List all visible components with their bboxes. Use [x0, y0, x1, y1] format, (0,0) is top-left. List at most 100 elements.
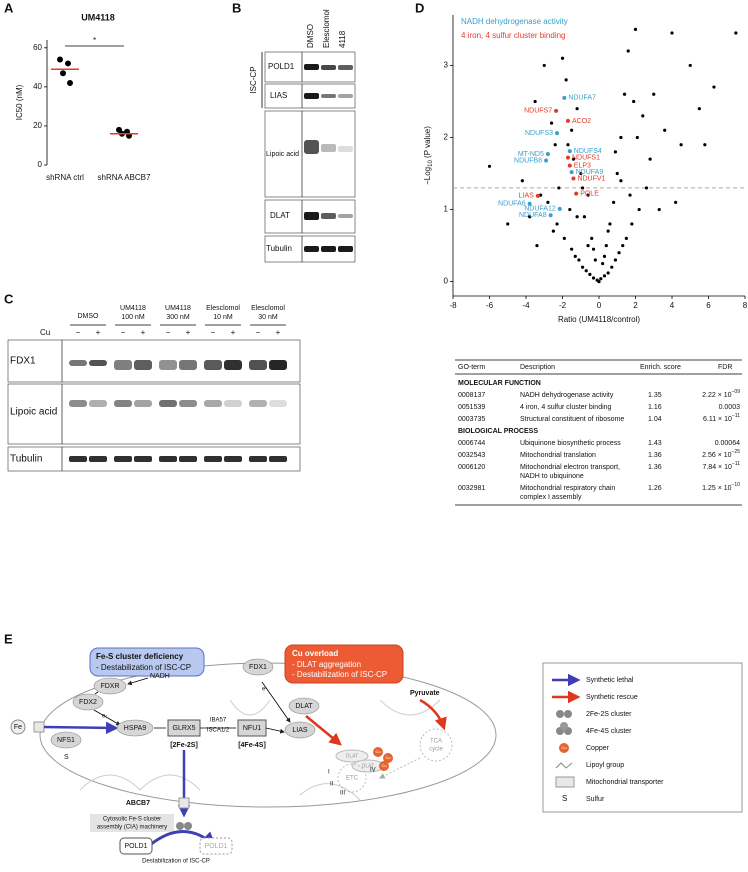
point: [579, 171, 583, 176]
band: [159, 400, 177, 407]
point: [610, 265, 614, 269]
x-tick-label: 4: [670, 301, 675, 310]
cu-state: −: [76, 328, 81, 337]
point: [617, 251, 621, 255]
band: [159, 456, 177, 462]
point: [544, 158, 549, 163]
node-label: POLD1: [125, 843, 148, 850]
node-label: e-: [262, 687, 267, 693]
node: [116, 719, 154, 737]
point-label: NDUFS4: [574, 148, 602, 155]
y-axis-label: IC50 (nM): [15, 84, 24, 120]
node-label: DLAT: [346, 753, 358, 759]
condition-label: UM4118: [165, 305, 191, 312]
node-label: Fe: [14, 724, 22, 731]
point-label: NDUFA6: [498, 201, 526, 208]
y-tick-label: 0: [38, 160, 43, 169]
point: [619, 179, 623, 183]
y-tick-label: 40: [33, 82, 42, 91]
point-label: NDUFB8: [514, 157, 542, 164]
cell: 0008137: [458, 392, 485, 399]
node-label: I: [328, 770, 330, 776]
point: [608, 222, 612, 226]
blot-box: [301, 83, 356, 109]
point: [635, 135, 639, 140]
point: [613, 150, 618, 154]
node-label: [4Fe-4S]: [238, 742, 266, 749]
band: [114, 400, 132, 407]
point-label: NDUFA7: [568, 95, 596, 102]
node-label: NFS1: [57, 737, 75, 744]
blot-c: Cu FDX1 Lipoic acid Tubulin: [7, 328, 301, 472]
chart-title: UM4118: [81, 12, 115, 22]
condition-label: 300 nM: [166, 314, 190, 321]
cu-box: [284, 644, 404, 684]
row-label: Tubulin: [266, 244, 292, 253]
point: [584, 269, 588, 273]
condition-label: 30 nM: [258, 314, 278, 321]
x-tick-label: -2: [559, 301, 567, 310]
point: [549, 121, 554, 125]
point: [633, 27, 638, 32]
point: [670, 31, 674, 35]
point: [624, 236, 628, 240]
section-title: MOLECULAR FUNCTION: [458, 380, 541, 387]
x-tick-label: -4: [522, 301, 530, 310]
row-label: DLAT: [270, 211, 290, 220]
cell: 2.56 × 10−25: [702, 449, 740, 459]
point: [551, 229, 555, 233]
cell-part: −11: [732, 413, 740, 419]
band: [204, 360, 222, 370]
legend-entry: 4 iron, 4 sulfur cluster binding: [461, 31, 566, 40]
point: [590, 236, 594, 240]
point: [641, 114, 645, 118]
cell: NADH dehydrogenase activity: [520, 392, 614, 399]
point: [527, 201, 532, 206]
legend-label: Synthetic lethal: [586, 677, 634, 684]
header-cell: Description: [520, 364, 555, 371]
box-title: Fe-S cluster deficiency: [96, 652, 184, 661]
cell: 1.35: [648, 392, 662, 399]
y-axis-label-part: −Log: [423, 167, 432, 185]
point: [65, 60, 71, 67]
point: [554, 108, 559, 113]
node: [288, 697, 320, 715]
row-label: Lipoic acid: [10, 407, 57, 418]
transporter: [178, 797, 190, 809]
point: [674, 200, 678, 204]
band: [269, 360, 287, 370]
cell: 4 iron, 4 sulfur cluster binding: [520, 404, 612, 411]
point: [604, 243, 608, 248]
condition-label: DMSO: [78, 313, 100, 320]
cell: 1.36: [648, 452, 662, 459]
node-label: POLD1: [205, 843, 228, 850]
band: [269, 400, 287, 407]
band: [89, 400, 107, 407]
node-label: HSPA9: [124, 725, 147, 732]
node-label: II: [330, 782, 334, 788]
condition-label: 10 nM: [213, 314, 233, 321]
bands: [304, 64, 353, 252]
cu-state: +: [186, 328, 191, 337]
point: [569, 170, 574, 175]
point-label: NDUFA12: [524, 206, 556, 213]
x-axis-label: Ratio (UM4118/control): [558, 315, 640, 324]
cell: 7.84 × 10−11: [702, 461, 740, 471]
node-label: FDX2: [79, 699, 97, 706]
arrow: [261, 681, 291, 723]
legend-label: Lipoyl group: [586, 762, 624, 769]
point: [602, 254, 607, 258]
group-label: ISC-CP: [249, 66, 258, 93]
point-label: ELP3: [574, 162, 591, 169]
point: [652, 92, 656, 96]
point: [487, 164, 492, 168]
cell: 0032543: [458, 452, 485, 459]
row-label: Tubulin: [10, 454, 42, 465]
cell: 1.04: [648, 416, 662, 423]
point: [553, 143, 557, 147]
band: [114, 360, 132, 370]
y-tick-label: 2: [444, 133, 449, 142]
band: [179, 360, 197, 370]
cia-box: [90, 814, 174, 832]
node: [72, 693, 104, 711]
